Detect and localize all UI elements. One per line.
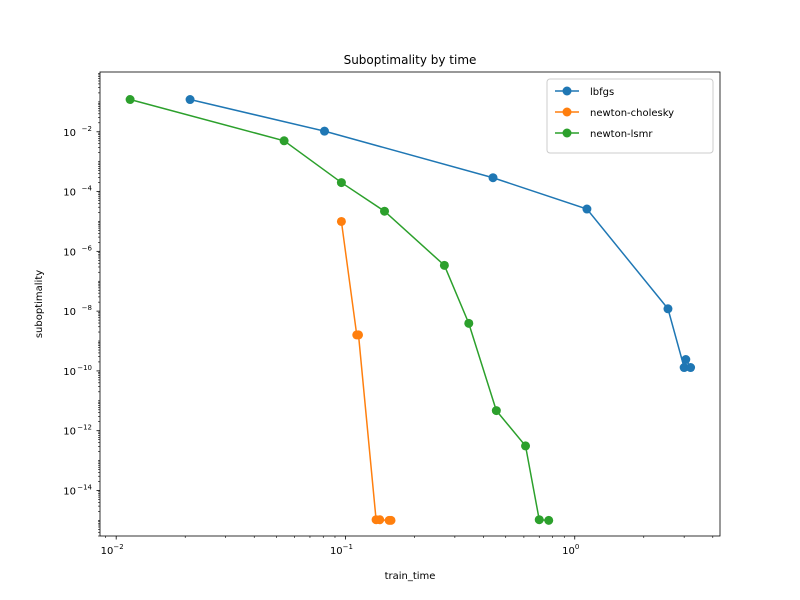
- x-tick-label: 10−2: [101, 543, 124, 557]
- legend-label: newton-cholesky: [590, 108, 674, 119]
- legend: lbfgs newton-cholesky newton-lsmr: [546, 78, 714, 154]
- data-point: [488, 173, 498, 183]
- data-point: [279, 136, 289, 146]
- data-point: [386, 515, 396, 525]
- chart-title: Suboptimality by time: [344, 53, 477, 67]
- legend-swatch-marker: [562, 128, 572, 138]
- data-point: [681, 355, 691, 365]
- data-point: [375, 515, 385, 525]
- data-point: [125, 95, 135, 105]
- legend-item-newton-cholesky: newton-cholesky: [555, 107, 674, 119]
- data-point: [464, 318, 474, 328]
- legend-swatch-marker: [562, 86, 572, 96]
- series-lbfgs: [185, 95, 696, 373]
- legend-swatch-marker: [562, 107, 572, 117]
- x-tick-label: 100: [562, 543, 579, 557]
- data-point: [185, 95, 195, 105]
- series-newton-lsmr: [125, 95, 554, 525]
- data-point: [336, 216, 346, 226]
- data-point: [544, 515, 554, 525]
- series-layer: [125, 95, 696, 525]
- y-axis-label: suboptimality: [34, 270, 45, 338]
- legend-label: newton-lsmr: [590, 129, 653, 140]
- data-point: [439, 260, 449, 270]
- data-point: [582, 204, 592, 214]
- data-point: [663, 304, 673, 314]
- series-line: [129, 98, 549, 522]
- y-tick-label: 10 −8: [63, 304, 92, 318]
- legend-item-lbfgs: lbfgs: [555, 86, 614, 98]
- data-point: [686, 363, 696, 373]
- data-point: [491, 406, 501, 416]
- data-point: [679, 363, 689, 373]
- series-newton-cholesky: [336, 216, 396, 525]
- y-axis: 10−2 10−4 10−6 10 −8 10−10 10−12 10−14: [63, 73, 100, 537]
- y-tick-label: 10−14: [63, 483, 92, 497]
- x-axis: 10−2 10−1 100: [101, 536, 714, 557]
- legend-item-newton-lsmr: newton-lsmr: [555, 128, 653, 140]
- plot-frame: [99, 71, 721, 537]
- series-line: [340, 221, 392, 522]
- y-tick-label: 10 −2: [63, 125, 92, 139]
- legend-box: [546, 78, 714, 154]
- y-tick-label: 10 −6: [63, 244, 92, 258]
- data-point: [354, 330, 364, 340]
- y-tick-label: 10−12: [63, 424, 92, 438]
- x-axis-label: train_time: [385, 571, 436, 582]
- y-tick-label: 10−10: [63, 364, 92, 378]
- y-tick-label: 10 −4: [63, 185, 92, 199]
- data-point: [521, 441, 531, 451]
- data-point: [319, 126, 329, 136]
- legend-label: lbfgs: [590, 87, 614, 98]
- x-tick-label: 10−1: [330, 543, 353, 557]
- data-point: [380, 206, 390, 216]
- data-point: [336, 178, 346, 188]
- data-point: [534, 515, 544, 525]
